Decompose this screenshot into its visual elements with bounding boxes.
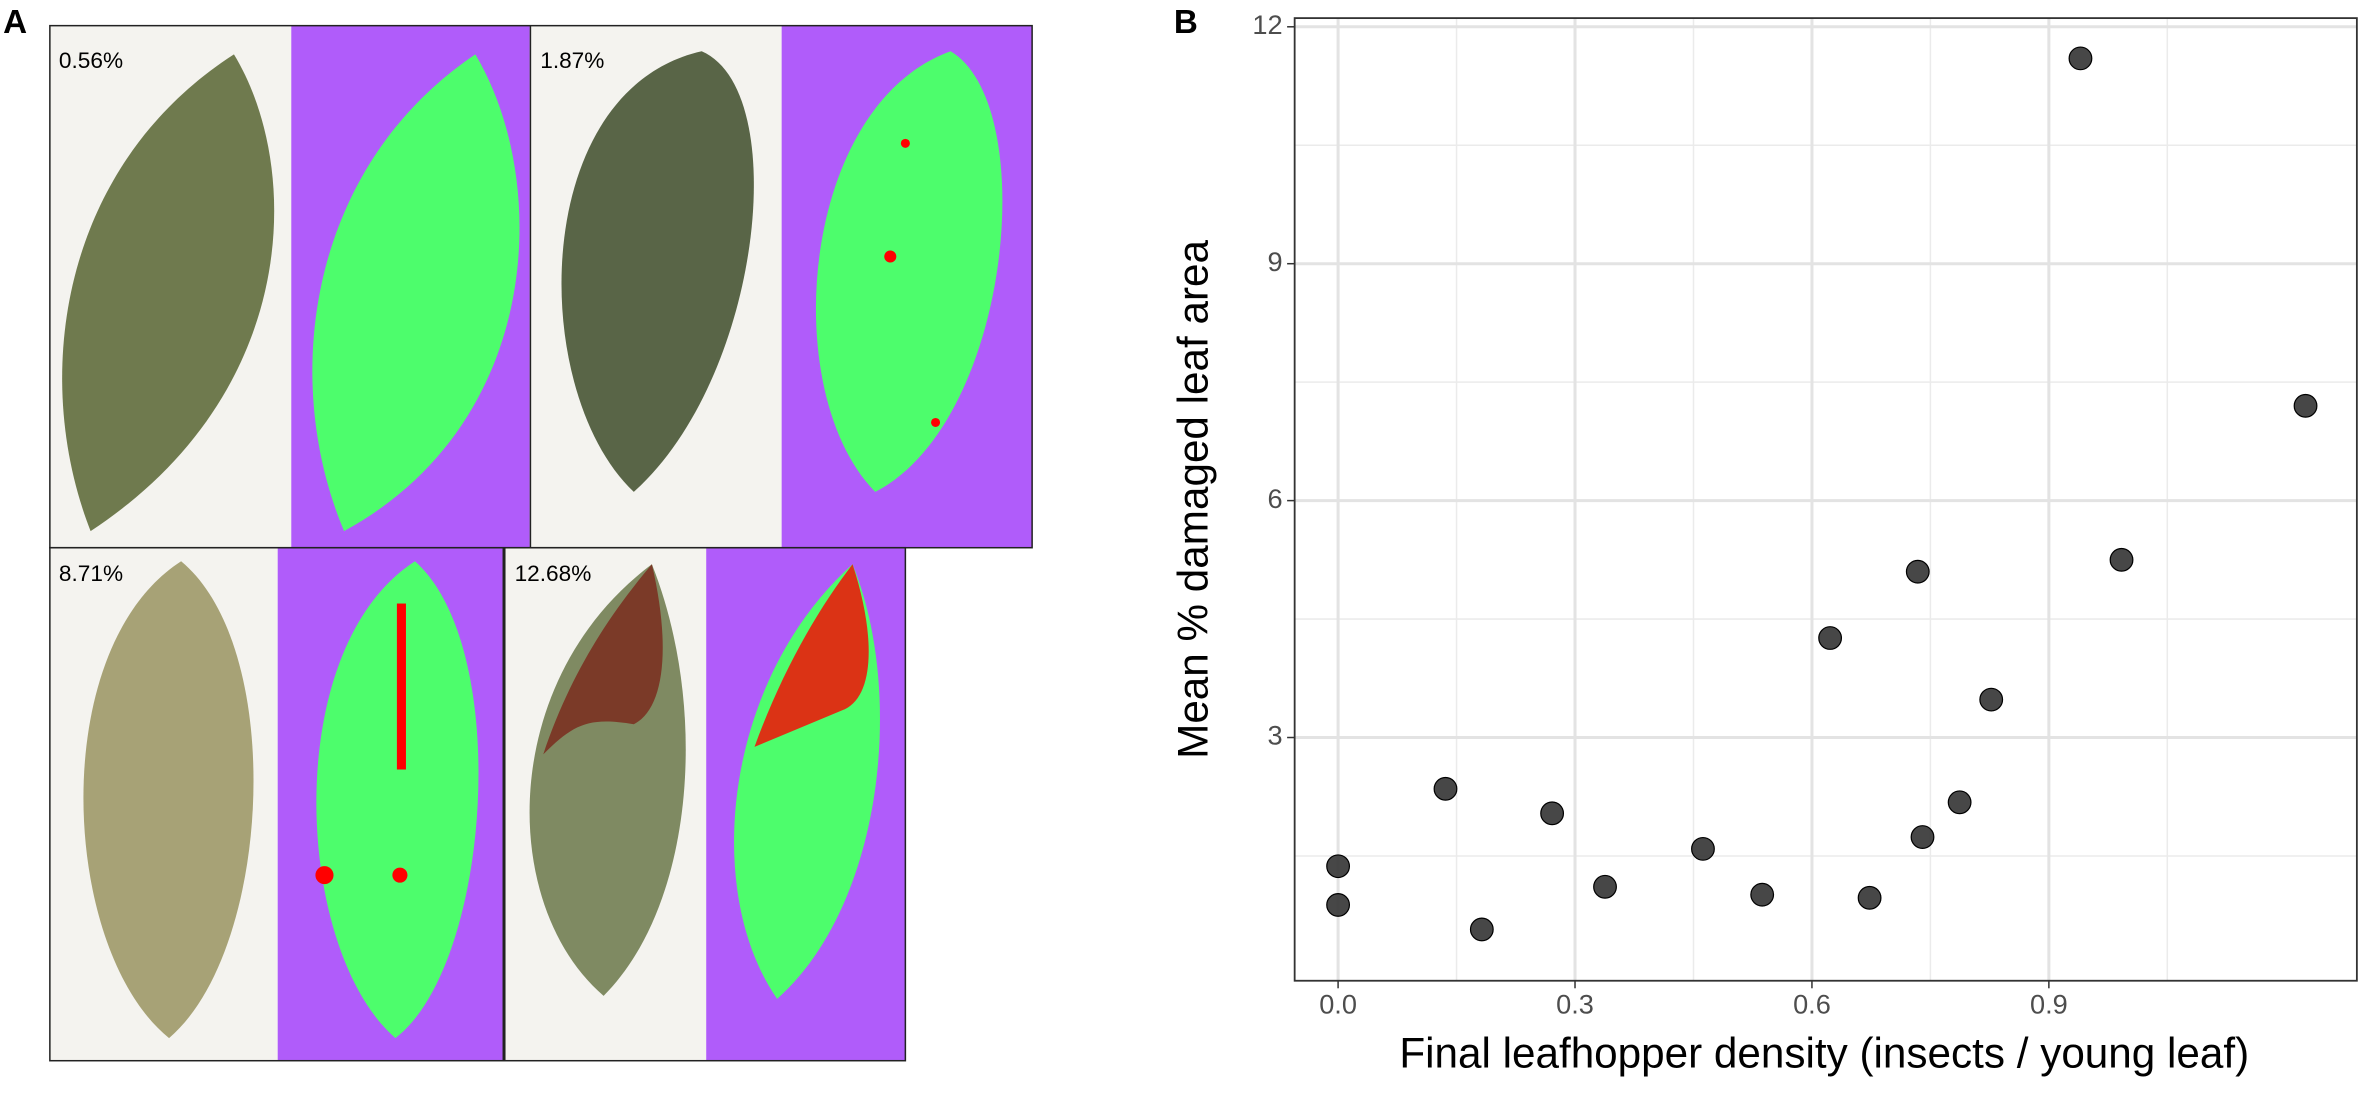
y-tick-label: 12 [1252, 9, 1282, 40]
y-tick-label: 6 [1267, 483, 1282, 514]
y-tick-label: 9 [1267, 246, 1282, 277]
leaf-label: 8.71% [59, 561, 123, 586]
x-tick-label: 0.0 [1319, 989, 1357, 1020]
point [2293, 393, 2318, 418]
point [1818, 626, 1843, 650]
leaf-label: 0.56% [59, 48, 123, 73]
point [2109, 547, 2134, 572]
point [1979, 687, 2004, 712]
point [1910, 825, 1935, 849]
point [1593, 874, 1617, 899]
point [2068, 46, 2093, 71]
point [1469, 917, 1494, 942]
point [1540, 801, 1565, 826]
point [1326, 893, 1351, 917]
y-axis-label: Mean % damaged leaf area [1170, 239, 1217, 758]
point [1433, 776, 1458, 801]
point [1326, 854, 1351, 879]
point [1905, 559, 1930, 584]
panel-label: B [1174, 4, 1198, 41]
point [1857, 885, 1882, 910]
point [1750, 882, 1775, 907]
y-tick-label: 3 [1267, 720, 1282, 751]
plot-border [1293, 17, 2358, 982]
leaf-label: 1.87% [540, 48, 604, 73]
panel-label: A [3, 4, 27, 41]
point [1691, 836, 1715, 861]
x-tick-label: 0.3 [1556, 989, 1594, 1020]
leaf-panels [49, 24, 1033, 1062]
point [1947, 790, 1972, 815]
x-tick-label: 0.9 [2030, 989, 2068, 1020]
leaf-label: 12.68% [515, 561, 592, 586]
x-tick-label: 0.6 [1793, 989, 1831, 1020]
x-axis-label: Final leafhopper density (insects / youn… [1399, 1029, 2249, 1076]
